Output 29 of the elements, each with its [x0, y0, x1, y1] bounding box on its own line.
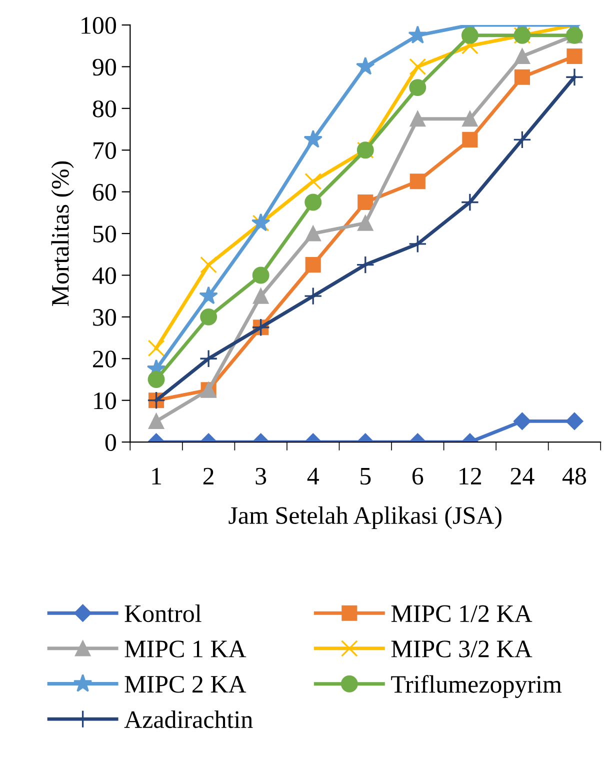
- x-tick-label: 2: [203, 468, 214, 484]
- y-tick-label: 60: [93, 184, 116, 201]
- x-tick-label: 24: [510, 468, 534, 484]
- legend-label: MIPC 1/2 KA: [391, 605, 532, 622]
- y-tick-label: 30: [93, 308, 116, 326]
- legend-label: Triflumezopyrim: [391, 674, 562, 698]
- x-tick-label: 4: [307, 468, 319, 484]
- x-tick-label: 48: [562, 468, 586, 485]
- legend-label: MIPC 3/2 KA: [391, 640, 532, 658]
- x-tick-label: 12: [460, 468, 482, 484]
- y-tick-label: 20: [93, 350, 116, 368]
- legend-label: Azadirachtin: [124, 710, 253, 728]
- y-tick-label: 0: [105, 434, 116, 451]
- y-tick-label: 50: [93, 226, 116, 242]
- x-tick-label: 1: [152, 468, 162, 484]
- x-tick-label: 5: [360, 468, 371, 485]
- legend-label: MIPC 1 KA: [124, 640, 246, 658]
- y-tick-label: 10: [94, 392, 116, 410]
- y-tick-label: 90: [92, 58, 116, 76]
- x-tick-label: 6: [412, 468, 424, 485]
- legend-label: Kontrol: [124, 604, 202, 622]
- legend-label: MIPC 2 KA: [124, 676, 246, 693]
- y-tick-label: 40: [92, 267, 116, 284]
- y-tick-label: 100: [82, 17, 116, 34]
- y-axis-title: Mortalitas (%): [51, 161, 74, 306]
- y-tick-label: 80: [92, 100, 116, 118]
- y-tick-label: 70: [94, 142, 116, 160]
- x-axis-title: Jam Setelah Aplikasi (JSA): [228, 506, 502, 530]
- x-tick-label: 3: [256, 468, 266, 485]
